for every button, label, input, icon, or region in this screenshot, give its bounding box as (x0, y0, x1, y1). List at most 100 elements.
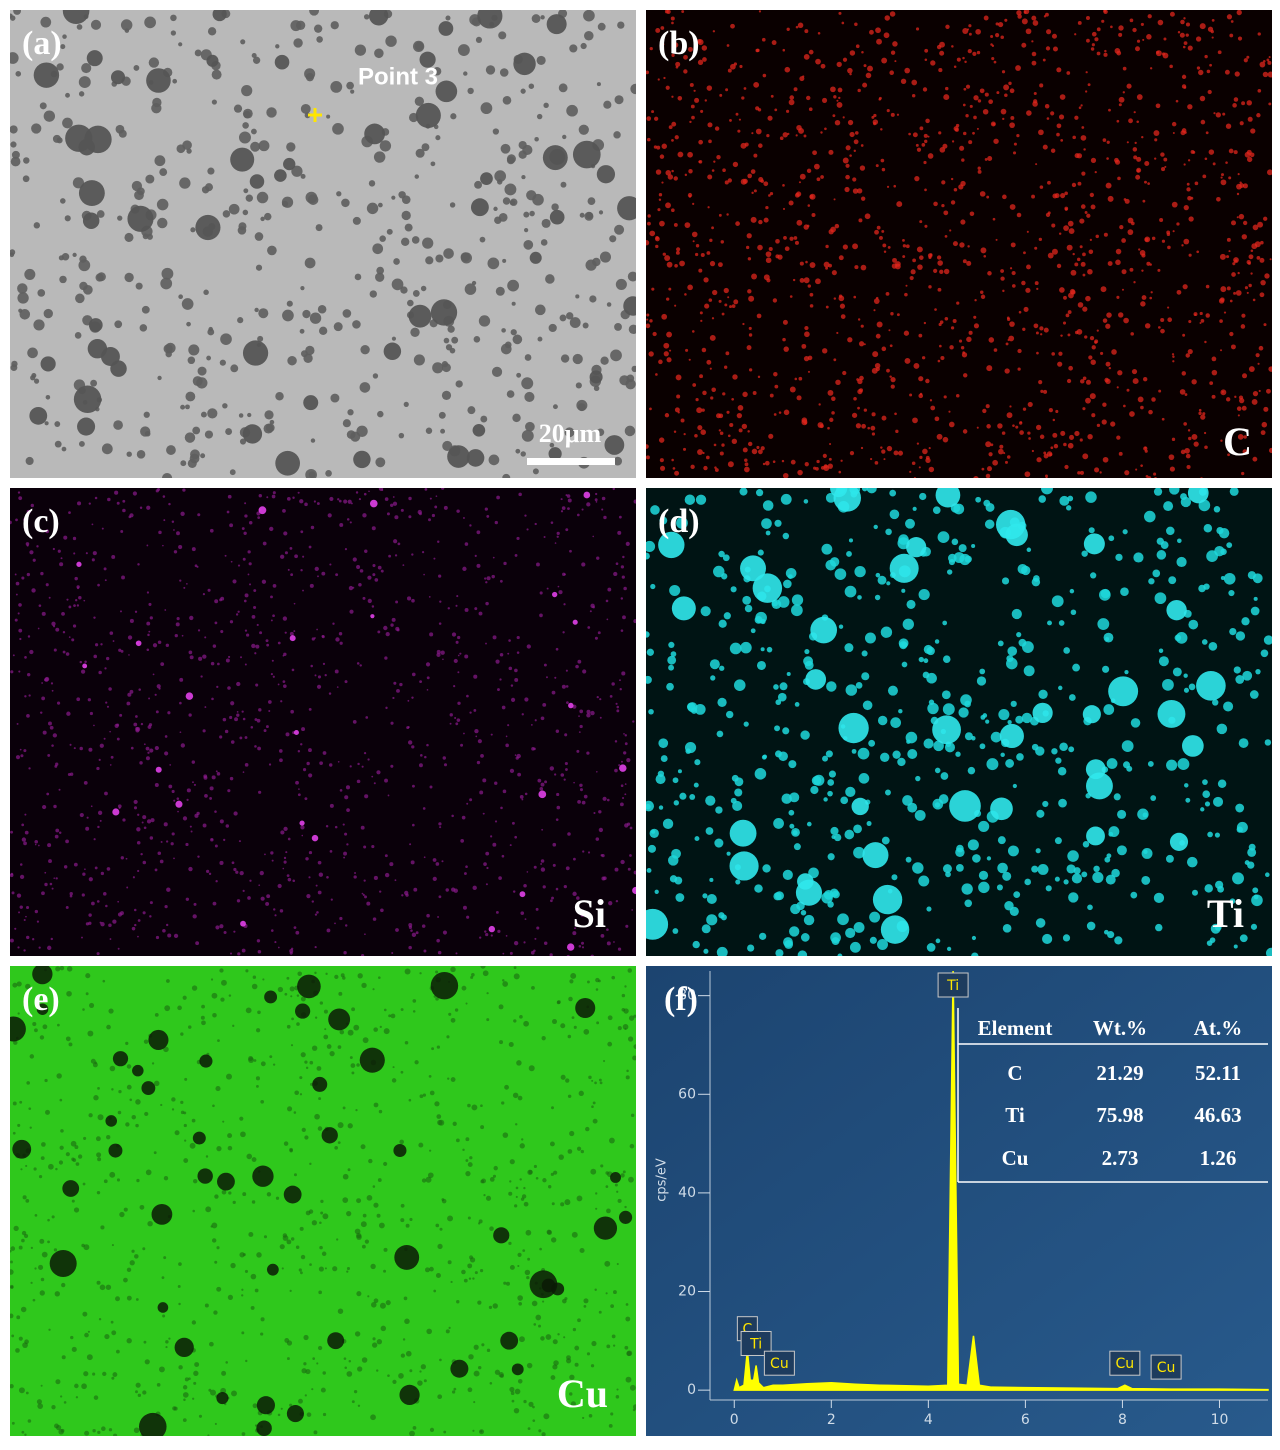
speck (624, 793, 627, 796)
speck (664, 255, 671, 262)
speck (784, 66, 791, 73)
speck (112, 1051, 129, 1067)
speck (362, 893, 365, 896)
speck (73, 552, 76, 555)
speck (1229, 299, 1233, 303)
panel-label: (e) (22, 981, 60, 1018)
speck (539, 787, 544, 791)
panel-label: (a) (22, 25, 62, 62)
speck (912, 132, 918, 138)
speck (968, 140, 973, 145)
speck (572, 140, 601, 169)
speck (1260, 649, 1269, 658)
speck (999, 444, 1004, 449)
speck (435, 80, 458, 103)
speck (122, 499, 126, 503)
speck (740, 178, 747, 185)
speck (329, 563, 332, 566)
speck (840, 459, 843, 462)
speck (394, 515, 399, 520)
speck (492, 128, 500, 135)
speck (671, 95, 674, 98)
speck (827, 790, 833, 797)
speck (610, 349, 622, 362)
speck (545, 274, 555, 284)
speck (914, 175, 920, 182)
speck (1263, 216, 1268, 221)
speck (479, 1429, 485, 1435)
speck (1234, 259, 1238, 263)
speck (282, 680, 286, 683)
speck (385, 706, 388, 710)
speck (219, 359, 226, 366)
speck (964, 60, 967, 64)
speck (232, 1200, 236, 1204)
speck (841, 21, 845, 25)
speck (274, 54, 290, 70)
speck (41, 682, 44, 684)
speck (1171, 437, 1176, 441)
speck (206, 54, 219, 67)
speck (441, 363, 451, 373)
speck (746, 345, 752, 351)
speck (1144, 449, 1148, 453)
speck (1045, 46, 1051, 51)
speck (272, 675, 275, 678)
speck (575, 997, 596, 1019)
speck (404, 890, 409, 896)
speck (374, 48, 384, 59)
speck (78, 180, 105, 206)
speck (85, 992, 89, 996)
speck (497, 179, 503, 185)
speck (36, 920, 40, 923)
speck (261, 579, 267, 584)
speck (369, 499, 378, 508)
speck (590, 1168, 597, 1175)
speck (654, 116, 659, 121)
speck (438, 622, 442, 625)
speck (502, 1132, 509, 1138)
speck (193, 902, 197, 906)
speck (1212, 699, 1219, 706)
speck (700, 429, 706, 435)
speck (890, 384, 895, 389)
speck (744, 466, 750, 473)
speck (499, 678, 502, 681)
speck (1250, 249, 1254, 252)
speck (437, 1394, 443, 1400)
speck (277, 986, 284, 993)
speck (192, 914, 197, 919)
speck (658, 531, 685, 559)
speck (775, 238, 780, 244)
speck (1016, 10, 1022, 16)
speck (646, 318, 649, 321)
speck (582, 1416, 585, 1420)
speck (1263, 635, 1272, 645)
speck (711, 169, 715, 172)
speck (1115, 553, 1123, 561)
speck (178, 545, 183, 550)
speck (305, 1210, 311, 1216)
speck (51, 744, 54, 747)
speck (98, 1318, 102, 1321)
speck (973, 323, 980, 329)
speck (373, 151, 386, 163)
speck (304, 502, 308, 507)
speck (952, 241, 958, 247)
speck (450, 1280, 453, 1284)
speck (956, 57, 961, 62)
speck (912, 258, 917, 263)
speck (245, 1359, 248, 1363)
speck (1107, 931, 1115, 939)
speck (241, 527, 245, 530)
speck (394, 1245, 420, 1270)
speck (160, 840, 163, 843)
speck (202, 592, 206, 596)
speck (565, 768, 568, 771)
speck (60, 1395, 63, 1398)
speck (742, 447, 748, 453)
speck (539, 1247, 542, 1251)
speck (472, 1277, 475, 1280)
speck (216, 1246, 220, 1250)
speck (982, 408, 987, 414)
